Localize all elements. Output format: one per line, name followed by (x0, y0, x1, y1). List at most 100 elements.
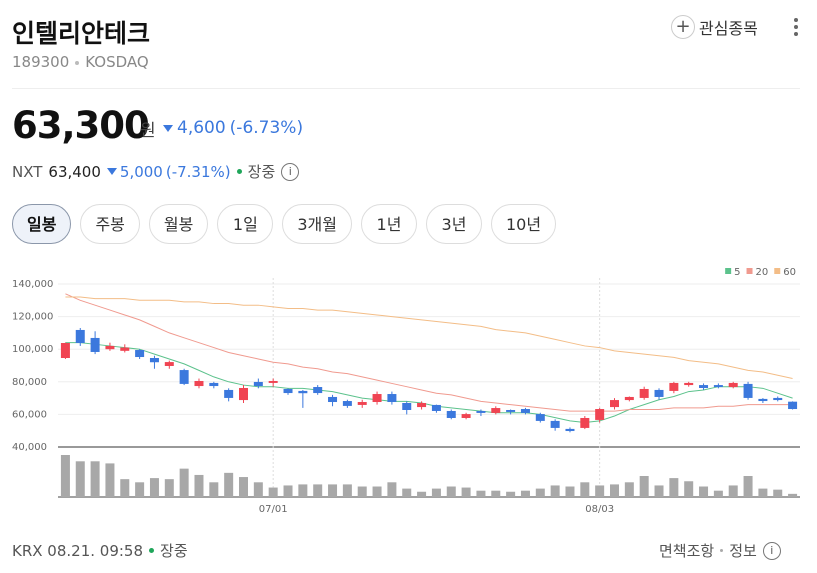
volume-bar (461, 487, 471, 497)
nxt-change: 5,000 (119, 162, 163, 181)
y-tick-label: 140,000 (12, 279, 53, 290)
y-tick-label: 40,000 (12, 442, 47, 453)
legend-swatch (725, 268, 732, 274)
candle-body (164, 362, 174, 366)
disclaimer[interactable]: 면책조항 (659, 542, 715, 560)
candle-body (461, 414, 471, 418)
volume-bar (283, 485, 293, 497)
volume-bar (387, 482, 397, 497)
period-tab[interactable]: 1일 (217, 204, 274, 244)
candle-body (728, 382, 738, 388)
volume-bar (699, 486, 709, 497)
info-icon[interactable]: i (762, 541, 781, 560)
nxt-rate: (-7.31%) (165, 162, 231, 181)
volume-bar (209, 482, 219, 497)
candle-body (387, 394, 397, 403)
period-tab[interactable]: 3년 (425, 204, 482, 244)
legend-swatch (774, 268, 781, 274)
volume-bar (758, 488, 768, 497)
x-tick-label: 07/01 (259, 504, 288, 515)
legend-label: 20 (756, 267, 769, 278)
ma-line (65, 293, 793, 412)
candle-body (639, 388, 649, 398)
period-tab[interactable]: 일봉 (12, 204, 72, 244)
candle-body (75, 329, 85, 344)
candle-body (684, 382, 694, 386)
volume-bar (164, 479, 174, 497)
volume-bar (239, 477, 248, 497)
rate: (-6.73%) (229, 118, 304, 138)
candle-body (565, 428, 575, 432)
ma-line (65, 342, 793, 424)
candle-body (60, 343, 70, 359)
period-tab[interactable]: 1년 (360, 204, 417, 244)
candle-body (506, 409, 516, 412)
chart: 40,000 60,000 80,000 100,000 120,000 140,000 0… (12, 267, 800, 515)
footer-right: 면책조항 정보 i (659, 540, 781, 561)
candle-body (476, 410, 486, 413)
y-tick-label: 120,000 (12, 312, 53, 323)
volume-bar (90, 461, 100, 497)
candle-body (669, 382, 679, 391)
candle-body (224, 389, 234, 398)
volume-bar (491, 490, 501, 497)
y-tick-label: 80,000 (12, 377, 47, 388)
price-unit: 원 (140, 121, 156, 141)
volume-bar (224, 472, 234, 497)
info-icon[interactable]: i (281, 162, 300, 181)
period-tab[interactable]: 10년 (490, 204, 557, 244)
volume-bar (446, 486, 456, 497)
divider (12, 88, 800, 89)
candle-body (239, 387, 248, 401)
candle-body (491, 408, 501, 413)
candle-body (298, 390, 308, 394)
volume-bar (654, 485, 664, 497)
period-tab[interactable]: 3개월 (282, 204, 352, 244)
candle-body (402, 402, 412, 410)
period-tab[interactable]: 주봉 (80, 204, 140, 244)
candle-body (179, 370, 189, 384)
change: 4,600 (177, 118, 226, 138)
candle-body (313, 387, 323, 394)
y-tick-label: 100,000 (12, 344, 53, 355)
volume-bar (135, 482, 145, 497)
volume-bar (773, 489, 783, 497)
candle-body (788, 401, 798, 410)
volume-bar (520, 490, 530, 497)
volume-bar (342, 484, 352, 497)
candle-body (758, 398, 768, 402)
candle-body (520, 409, 530, 413)
candle-body (372, 394, 382, 403)
volume-bar (105, 463, 115, 497)
watch-button[interactable]: + 관심종목 (671, 15, 758, 39)
candle-body (149, 358, 159, 363)
volume-bar (728, 485, 738, 497)
footer-left: KRX 08.21. 09:58 장중 (12, 540, 188, 561)
legend-label: 5 (734, 267, 740, 278)
volume-bar (313, 484, 323, 497)
candle-body (105, 345, 115, 350)
volume-bar (565, 486, 575, 497)
more-menu[interactable] (794, 18, 798, 39)
volume-bar (120, 479, 130, 497)
legend-label: 60 (783, 267, 796, 278)
period-tab[interactable]: 월봉 (148, 204, 209, 244)
candle-body (90, 337, 100, 352)
candle-body (624, 396, 634, 401)
nxt-price: 63,400 (48, 162, 101, 181)
candle-body (713, 385, 723, 388)
code: 189300 (12, 53, 70, 71)
volume-bar (431, 488, 441, 497)
price: 63,300 (12, 104, 150, 147)
candle-body (550, 420, 560, 428)
candle-body (209, 382, 219, 387)
candle-body (357, 402, 367, 405)
info-link[interactable]: 정보 (729, 542, 757, 560)
volume-bar (684, 481, 694, 497)
volume-bar (372, 486, 382, 497)
watch-label[interactable]: 관심종목 (699, 19, 758, 38)
volume-bar (669, 478, 679, 497)
candle-body (328, 396, 338, 403)
candle-body (194, 380, 204, 387)
